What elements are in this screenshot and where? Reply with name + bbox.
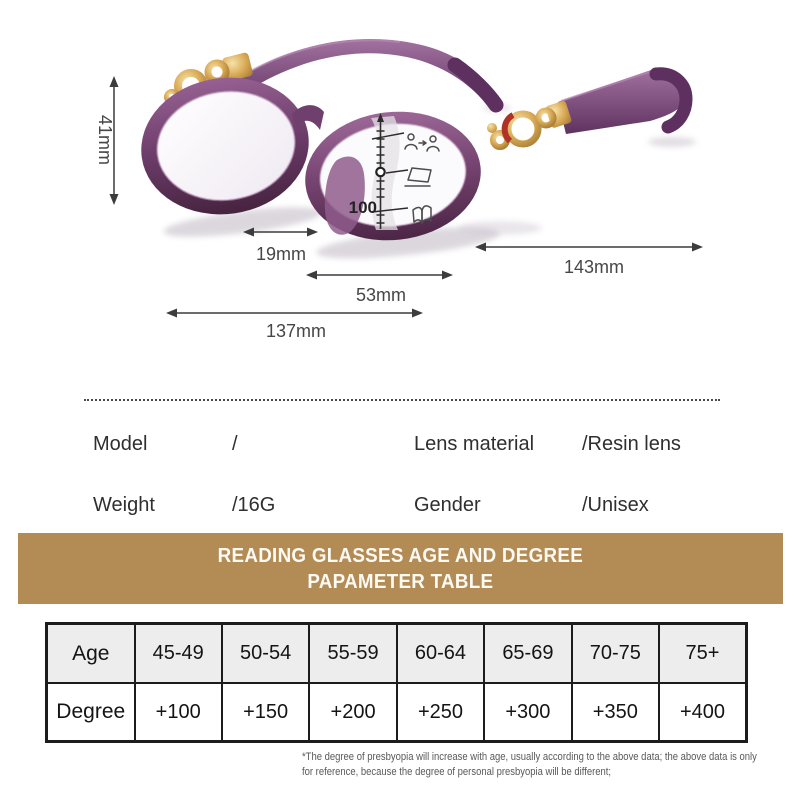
progressive-lens-diagram: 100 — [349, 113, 440, 230]
banner-title-line2: PAPAMETER TABLE — [307, 570, 494, 593]
table-row-degree: Degree +100 +150 +200 +250 +300 +350 +40… — [45, 682, 748, 743]
nose-pad — [324, 156, 365, 235]
spec-label-model: Model — [93, 433, 148, 455]
table-cell: Age — [45, 622, 136, 684]
dotted-separator — [84, 399, 720, 401]
banner-title-line1: READING GLASSES AGE AND DEGREE — [217, 544, 584, 567]
table-row-age: Age 45-49 50-54 55-59 60-64 65-69 70-75 … — [45, 622, 748, 684]
distance-people-icon — [404, 133, 440, 152]
table-cell: +200 — [308, 682, 398, 743]
bridge — [292, 105, 324, 130]
spec-value-weight: /16G — [232, 494, 276, 516]
table-cell: +350 — [570, 682, 661, 743]
spec-value-lens-material: /Resin lens — [582, 433, 681, 455]
table-cell: +300 — [483, 682, 573, 743]
dim-bridge-label: 19mm — [256, 244, 306, 264]
table-cell: +400 — [658, 682, 748, 743]
ruler-value: 100 — [349, 198, 377, 217]
dim-temple-length-label: 143mm — [564, 257, 624, 277]
right-gold-ring-ornament-icon — [487, 107, 557, 150]
dim-lens-width-label: 53mm — [356, 285, 406, 305]
dim-frame-width-label: 137mm — [266, 321, 326, 341]
dim-lens-height-label: 41mm — [95, 115, 115, 165]
spec-value-gender: /Unisex — [582, 494, 649, 516]
footnote-line2: for reference, because the degree of per… — [302, 766, 612, 778]
table-cell: 50-54 — [220, 622, 311, 684]
photo-shadows — [163, 104, 696, 259]
right-temple — [558, 67, 693, 134]
table-cell: 65-69 — [483, 622, 573, 684]
table-cell: +150 — [220, 682, 311, 743]
dimension-annotations: 41mm 19mm 53mm 137mm 143mm — [95, 76, 703, 341]
table-cell: 45-49 — [133, 622, 223, 684]
left-gold-ferrule — [222, 52, 253, 81]
table-cell: 75+ — [658, 622, 748, 684]
spec-label-lens-material: Lens material — [414, 433, 535, 455]
footnote: *The degree of presbyopia will increase … — [302, 750, 800, 780]
table-cell: 55-59 — [308, 622, 398, 684]
table-cell: 60-64 — [395, 622, 486, 684]
glasses-product-photo: 100 41mm — [95, 38, 703, 341]
spec-label-gender: Gender — [414, 494, 481, 516]
spec-value-model: / — [232, 433, 238, 455]
table-cell: +100 — [133, 682, 223, 743]
age-degree-table: Age 45-49 50-54 55-59 60-64 65-69 70-75 … — [45, 622, 748, 743]
table-cell: 70-75 — [570, 622, 661, 684]
computer-icon — [404, 167, 432, 187]
table-cell: +250 — [395, 682, 486, 743]
left-lens — [141, 77, 309, 215]
parameter-table-banner: READING GLASSES AGE AND DEGREE PAPAMETER… — [18, 533, 783, 604]
table-cell: Degree — [45, 682, 136, 743]
spec-label-weight: Weight — [93, 494, 155, 516]
footnote-line1: *The degree of presbyopia will increase … — [302, 751, 757, 763]
reading-book-icon — [412, 205, 432, 224]
